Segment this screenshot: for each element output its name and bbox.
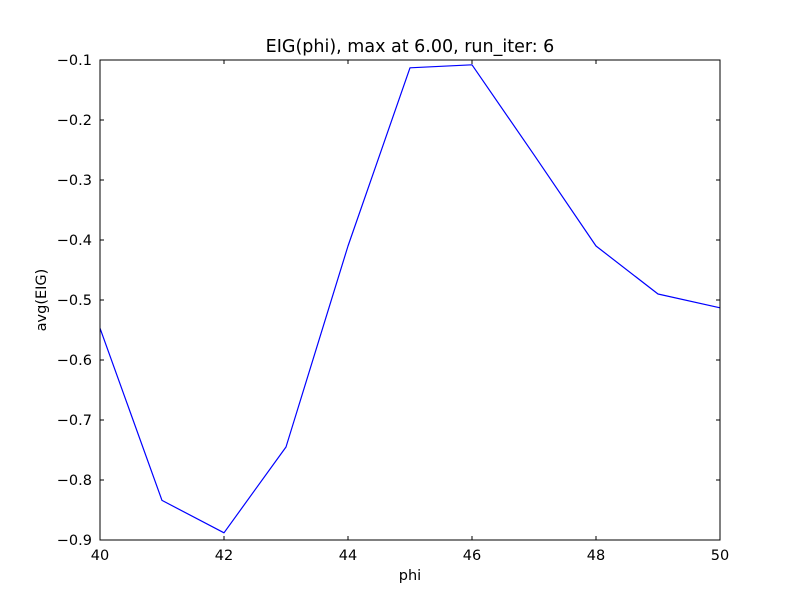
y-tick-label: −0.4 xyxy=(57,233,92,249)
y-tick-label: −0.1 xyxy=(57,53,92,69)
chart-title: EIG(phi), max at 6.00, run_iter: 6 xyxy=(266,37,555,57)
x-tick-label: 48 xyxy=(587,548,605,564)
x-tick-label: 50 xyxy=(711,548,729,564)
plot-area: 40 42 44 46 48 50 −0.9 −0.8 −0.7 −0.6 −0.5 −0.4 −0.3… xyxy=(57,53,729,564)
y-tick-label: −0.7 xyxy=(57,413,92,429)
x-tick-label: 40 xyxy=(91,548,109,564)
x-tick-label: 46 xyxy=(463,548,481,564)
x-axis-label: phi xyxy=(399,568,421,584)
x-tick-label: 42 xyxy=(215,548,233,564)
y-axis-label: avg(EIG) xyxy=(34,269,50,332)
y-tick-label: −0.5 xyxy=(57,293,92,309)
y-tick-label: −0.3 xyxy=(57,173,92,189)
x-tick-label: 44 xyxy=(339,548,357,564)
y-tick-label: −0.8 xyxy=(57,473,92,489)
series-line-0 xyxy=(99,64,721,534)
y-tick-label: −0.2 xyxy=(57,113,92,129)
plot-frame xyxy=(99,59,721,541)
y-tick-label: −0.6 xyxy=(57,353,92,369)
y-tick-label: −0.9 xyxy=(57,533,92,549)
